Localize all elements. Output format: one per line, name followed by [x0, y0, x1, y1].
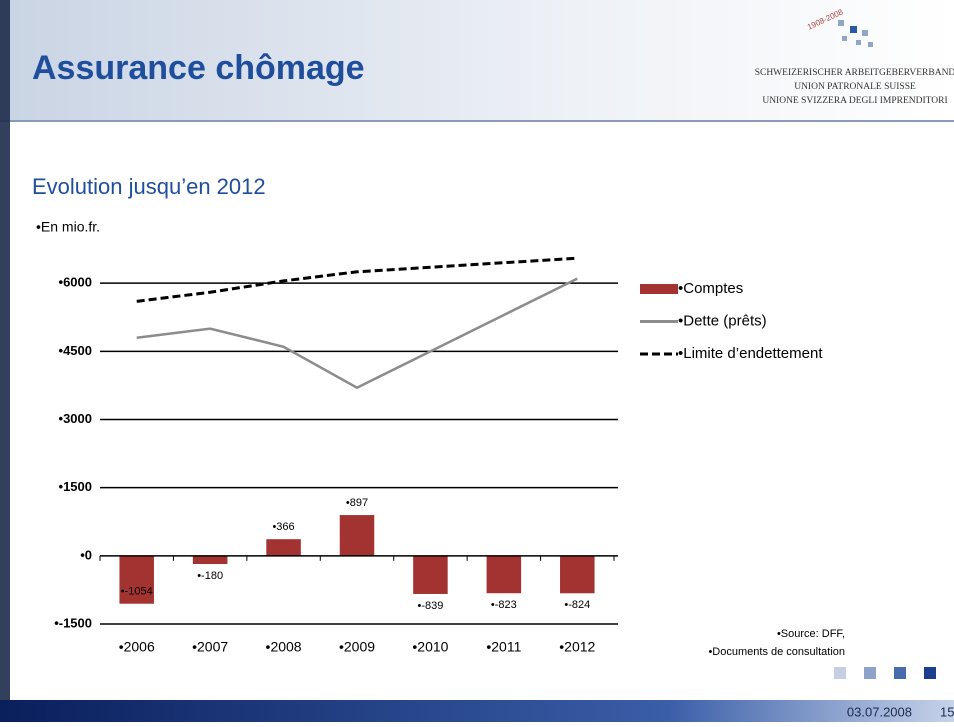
x-tick-label: •2010 [412, 639, 448, 655]
legend-label: •Limite d’endettement [678, 345, 823, 362]
legend-swatch [640, 284, 678, 294]
y-axis-label: •En mio.fr. [36, 219, 100, 235]
deco-squares [834, 667, 936, 679]
line [136, 277, 578, 390]
y-tick-label: •0 [80, 547, 92, 562]
data-label: •-824 [564, 599, 590, 611]
legend-label: •Dette (prêts) [678, 312, 767, 329]
logo-line: UNIONE SVIZZERA DEGLI IMPRENDITORI [762, 96, 947, 106]
data-label: •-839 [417, 600, 443, 612]
source: •Source: DFF, [777, 628, 845, 640]
x-tick-label: •2008 [266, 639, 302, 655]
y-tick-label: •6000 [59, 275, 92, 290]
data-label: •-823 [491, 599, 517, 611]
x-tick-label: •2007 [192, 639, 228, 655]
slide-title: Assurance chômage [32, 49, 365, 87]
subtitle: Evolution jusqu’en 2012 [32, 174, 266, 199]
x-tick-label: •2009 [339, 639, 375, 655]
data-label: •-1054 [121, 586, 153, 598]
logo-line: SCHWEIZERISCHER ARBEITGEBERVERBAND [755, 68, 954, 78]
header-band [0, 0, 954, 120]
y-tick-label: •3000 [59, 411, 92, 426]
footer-date: 03.07.2008 [847, 704, 912, 719]
logo-line: UNION PATRONALE SUISSE [794, 82, 916, 92]
bar [266, 539, 301, 556]
data-label: •897 [346, 497, 368, 509]
legend-label: •Comptes [678, 280, 743, 297]
bar [413, 555, 448, 594]
bar [339, 515, 375, 556]
x-tick-label: •2012 [559, 639, 595, 655]
y-tick-label: •-1500 [54, 615, 92, 630]
left-border [0, 0, 10, 722]
x-tick-label: •2011 [486, 639, 521, 655]
data-label: •366 [272, 521, 294, 533]
bar [119, 555, 154, 604]
y-tick-label: •4500 [59, 343, 92, 358]
y-tick-label: •1500 [59, 479, 92, 494]
footer-band [0, 700, 954, 722]
x-tick-label: •2006 [119, 639, 155, 655]
page-number: 15 [940, 704, 954, 719]
source: •Documents de consultation [708, 646, 845, 658]
bar [192, 555, 228, 565]
data-label: •-180 [197, 570, 223, 582]
bar [486, 555, 522, 594]
line [136, 256, 578, 303]
bar [560, 555, 595, 594]
chart: •-1500 •0 •1500 •3000 •4500 •6000 •2006 •2007 •2… [54, 256, 823, 655]
